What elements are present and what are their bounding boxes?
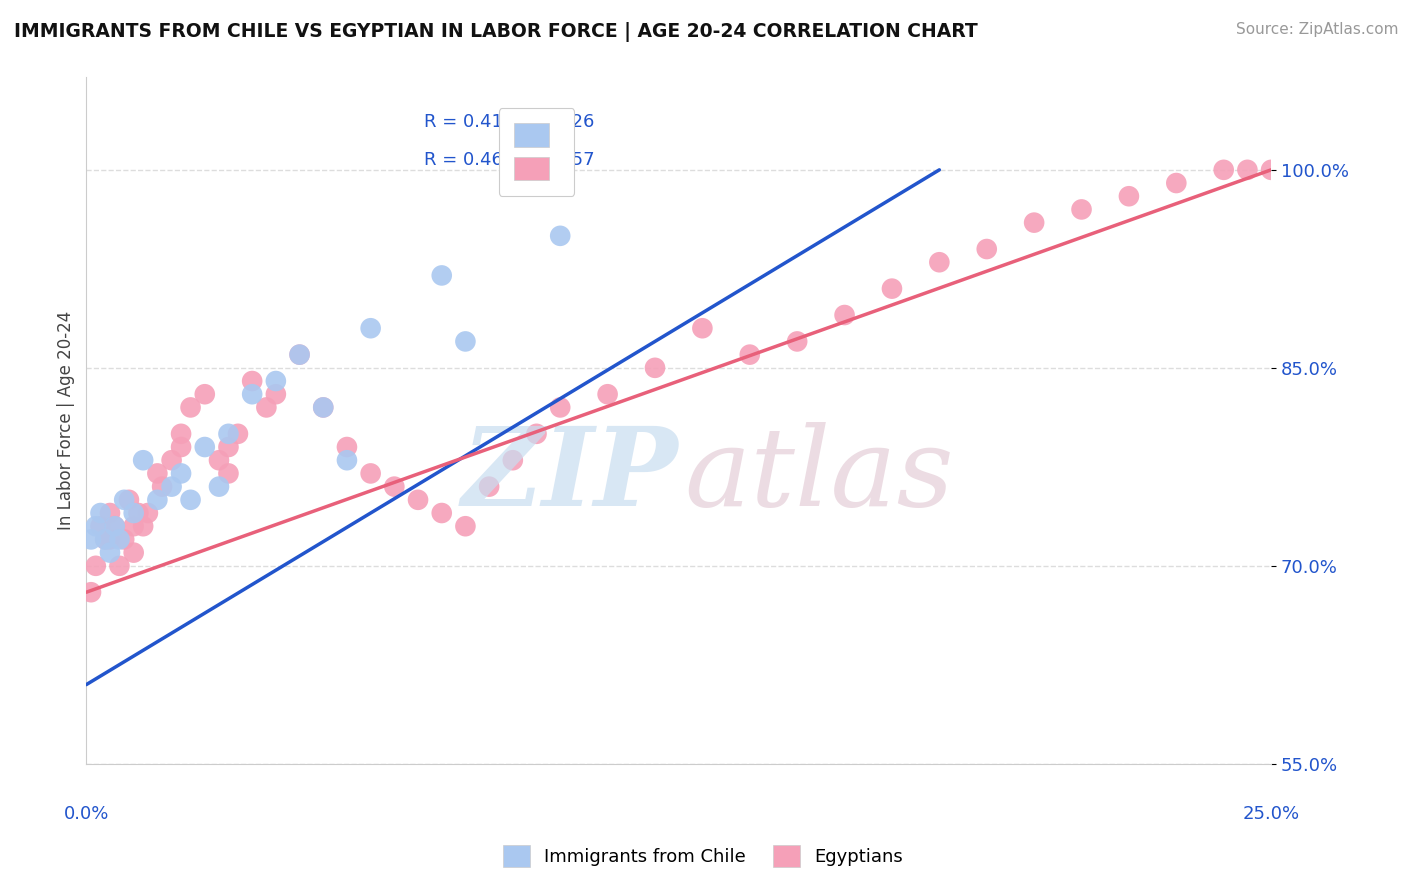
Point xyxy=(84,519,107,533)
Point xyxy=(217,426,239,441)
Point xyxy=(194,440,217,454)
Point xyxy=(118,492,141,507)
Point xyxy=(288,348,311,362)
Point xyxy=(98,506,121,520)
Point xyxy=(112,533,135,547)
Text: ZIP: ZIP xyxy=(463,422,679,529)
Point xyxy=(150,480,173,494)
Point xyxy=(336,440,359,454)
Point xyxy=(1260,162,1282,177)
Point xyxy=(834,308,856,322)
Point xyxy=(1118,189,1140,203)
Point xyxy=(526,426,548,441)
Point xyxy=(430,506,453,520)
Point xyxy=(80,585,103,599)
Point xyxy=(360,321,382,335)
Point xyxy=(596,387,619,401)
Point xyxy=(738,348,761,362)
Point xyxy=(132,453,155,467)
Point xyxy=(644,360,666,375)
Point xyxy=(170,440,193,454)
Point xyxy=(112,492,135,507)
Text: IMMIGRANTS FROM CHILE VS EGYPTIAN IN LABOR FORCE | AGE 20-24 CORRELATION CHART: IMMIGRANTS FROM CHILE VS EGYPTIAN IN LAB… xyxy=(14,22,977,42)
Y-axis label: In Labor Force | Age 20-24: In Labor Force | Age 20-24 xyxy=(58,311,75,530)
Point xyxy=(122,519,145,533)
Point xyxy=(127,506,149,520)
Point xyxy=(146,467,169,481)
Text: 0.0%: 0.0% xyxy=(63,805,110,823)
Text: R = 0.416   N = 26: R = 0.416 N = 26 xyxy=(425,113,595,131)
Point xyxy=(502,453,524,467)
Point xyxy=(692,321,714,335)
Point xyxy=(264,387,287,401)
Point xyxy=(312,401,335,415)
Point xyxy=(122,546,145,560)
Point xyxy=(160,453,183,467)
Point xyxy=(98,533,121,547)
Point xyxy=(786,334,808,349)
Legend: , : , xyxy=(499,108,575,196)
Point xyxy=(478,480,501,494)
Point xyxy=(94,533,117,547)
Point xyxy=(264,374,287,388)
Point xyxy=(1236,162,1258,177)
Point xyxy=(1166,176,1188,190)
Point xyxy=(880,282,903,296)
Point xyxy=(240,387,263,401)
Point xyxy=(217,440,239,454)
Point xyxy=(454,519,477,533)
Point xyxy=(146,492,169,507)
Point xyxy=(406,492,429,507)
Point xyxy=(98,546,121,560)
Point xyxy=(208,453,231,467)
Point xyxy=(548,401,571,415)
Point xyxy=(136,506,159,520)
Point xyxy=(548,228,571,243)
Text: Source: ZipAtlas.com: Source: ZipAtlas.com xyxy=(1236,22,1399,37)
Point xyxy=(108,533,131,547)
Point xyxy=(1212,162,1234,177)
Point xyxy=(160,480,183,494)
Point xyxy=(170,426,193,441)
Point xyxy=(288,348,311,362)
Point xyxy=(132,519,155,533)
Point xyxy=(336,453,359,467)
Point xyxy=(430,268,453,283)
Point xyxy=(382,480,405,494)
Point xyxy=(94,533,117,547)
Point xyxy=(360,467,382,481)
Point xyxy=(194,387,217,401)
Point xyxy=(89,519,111,533)
Text: R = 0.467   N = 57: R = 0.467 N = 57 xyxy=(425,151,595,169)
Point xyxy=(226,426,249,441)
Point xyxy=(180,492,202,507)
Text: 25.0%: 25.0% xyxy=(1243,805,1299,823)
Point xyxy=(122,506,145,520)
Point xyxy=(217,467,239,481)
Point xyxy=(108,558,131,573)
Point xyxy=(84,558,107,573)
Point xyxy=(180,401,202,415)
Point xyxy=(89,506,111,520)
Point xyxy=(170,467,193,481)
Point xyxy=(1024,216,1046,230)
Text: atlas: atlas xyxy=(685,422,955,529)
Point xyxy=(928,255,950,269)
Point xyxy=(1070,202,1092,217)
Point xyxy=(976,242,998,256)
Point xyxy=(104,519,127,533)
Point xyxy=(104,519,127,533)
Point xyxy=(208,480,231,494)
Point xyxy=(240,374,263,388)
Point xyxy=(80,533,103,547)
Legend: Immigrants from Chile, Egyptians: Immigrants from Chile, Egyptians xyxy=(495,838,911,874)
Point xyxy=(254,401,277,415)
Point xyxy=(454,334,477,349)
Point xyxy=(312,401,335,415)
